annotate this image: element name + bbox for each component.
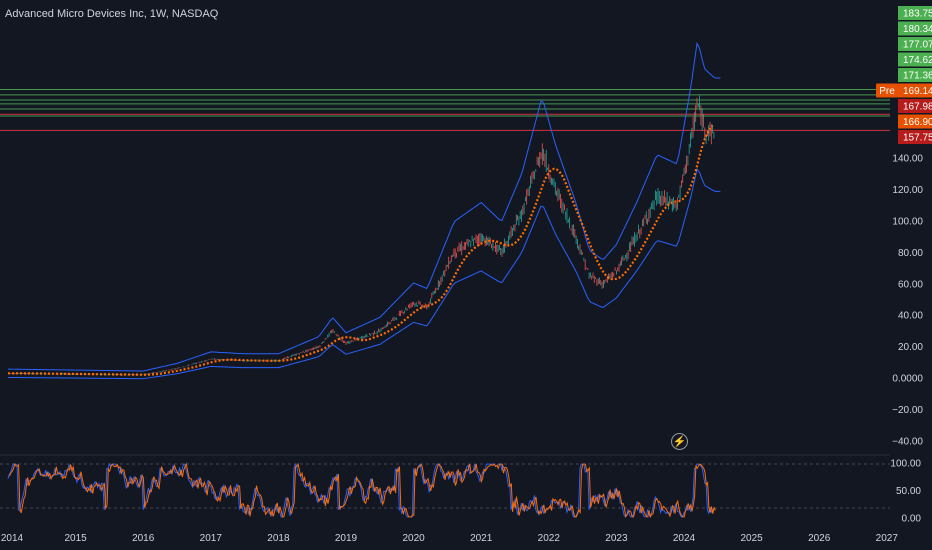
price-axis-label: −20.00 (892, 405, 923, 416)
price-axis-label: 140.00 (892, 154, 923, 165)
price-tag-bg (898, 21, 932, 36)
price-axis-label: 120.00 (892, 185, 923, 196)
rsi-line (7, 462, 715, 519)
price-tag-label: 171.36 (903, 71, 932, 82)
time-axis-label: 2014 (1, 533, 24, 544)
candles (7, 95, 715, 376)
bollinger-upper (7, 41, 721, 372)
price-axis-label: 40.00 (898, 311, 923, 322)
price-tag: 174.62 (898, 52, 932, 67)
time-axis-label: 2025 (740, 533, 763, 544)
price-tag-label: 180.34 (903, 24, 932, 35)
moving-average (7, 125, 714, 376)
price-axis-label: 100.00 (892, 217, 923, 228)
price-tag: 183.75 (898, 6, 932, 20)
time-axis-label: 2024 (673, 533, 696, 544)
time-axis-label: 2023 (605, 533, 628, 544)
price-tag-bg (898, 52, 932, 67)
rsi-axis-label: 100.00 (890, 459, 921, 470)
price-tag: 177.07 (898, 37, 932, 51)
price-tag-label: 169.14 (903, 86, 932, 97)
price-axis-label: −40.00 (892, 436, 923, 447)
rsi-axis: 100.00 50.00 0.00 (890, 459, 921, 525)
time-axis-label: 2022 (538, 533, 561, 544)
price-tag: Pre 169.14 (876, 83, 932, 98)
price-tag-bg (898, 130, 932, 144)
price-axis-label: 80.00 (898, 248, 923, 259)
moving-average-line (7, 125, 714, 376)
time-axis-label: 2027 (876, 533, 899, 544)
horizontal-levels (0, 89, 890, 131)
time-axis: 2014 2015 2016 2017 2018 2019 2020 2021 2022 2023… (1, 533, 898, 544)
price-tag-prefix-bg (876, 83, 898, 98)
time-axis-label: 2015 (64, 533, 87, 544)
rsi-axis-label: 50.00 (896, 486, 921, 497)
chart-title: Advanced Micro Devices Inc, 1W, NASDAQ (5, 8, 219, 20)
rsi-lines (7, 462, 716, 519)
price-tag-prefix: Pre (879, 86, 895, 97)
price-tag: 180.34 (898, 21, 932, 36)
price-tag-label: 157.75 (903, 133, 932, 144)
lightning-icon[interactable]: ⚡ (671, 433, 688, 450)
time-axis-label: 2026 (808, 533, 831, 544)
price-tag-bg (898, 68, 932, 82)
price-tag-label: 174.62 (903, 55, 932, 66)
price-tag-label: 183.75 (903, 9, 932, 20)
price-tag: 167.98 (898, 99, 932, 113)
rsi-signal-line (9, 462, 716, 518)
time-axis-label: 2017 (200, 533, 223, 544)
bollinger-lower (7, 168, 721, 380)
price-axis-label: 20.00 (898, 342, 923, 353)
price-tag: 157.75 (898, 130, 932, 144)
price-tag-label: 166.90 (903, 117, 932, 128)
price-tag: 171.36 (898, 68, 932, 82)
time-axis-label: 2018 (267, 533, 290, 544)
bollinger-upper-line (7, 41, 721, 372)
time-axis-label: 2021 (470, 533, 493, 544)
price-tag-bg (898, 99, 932, 113)
price-tag-bg (898, 83, 932, 98)
price-tag-label: 167.98 (903, 102, 932, 113)
price-tag-bg (898, 114, 932, 129)
price-tag-label: 177.07 (903, 40, 932, 51)
price-axis: 140.00 120.00 100.00 80.00 60.00 40.00 20.00 0.… (892, 154, 923, 448)
time-axis-label: 2019 (335, 533, 358, 544)
time-axis-label: 2016 (132, 533, 155, 544)
price-axis-label: 0.0000 (892, 374, 923, 385)
price-tag-bg (898, 6, 932, 20)
time-axis-label: 2020 (402, 533, 425, 544)
bollinger-lower-line (7, 168, 721, 380)
price-tag: 166.90 (898, 114, 932, 129)
rsi-axis-label: 0.00 (902, 514, 922, 525)
price-tag-bg (898, 37, 932, 51)
price-axis-label: 60.00 (898, 279, 923, 290)
price-tags: 183.75 180.34 177.07 174.62 171.36 Pre 169.14 1… (876, 6, 932, 144)
